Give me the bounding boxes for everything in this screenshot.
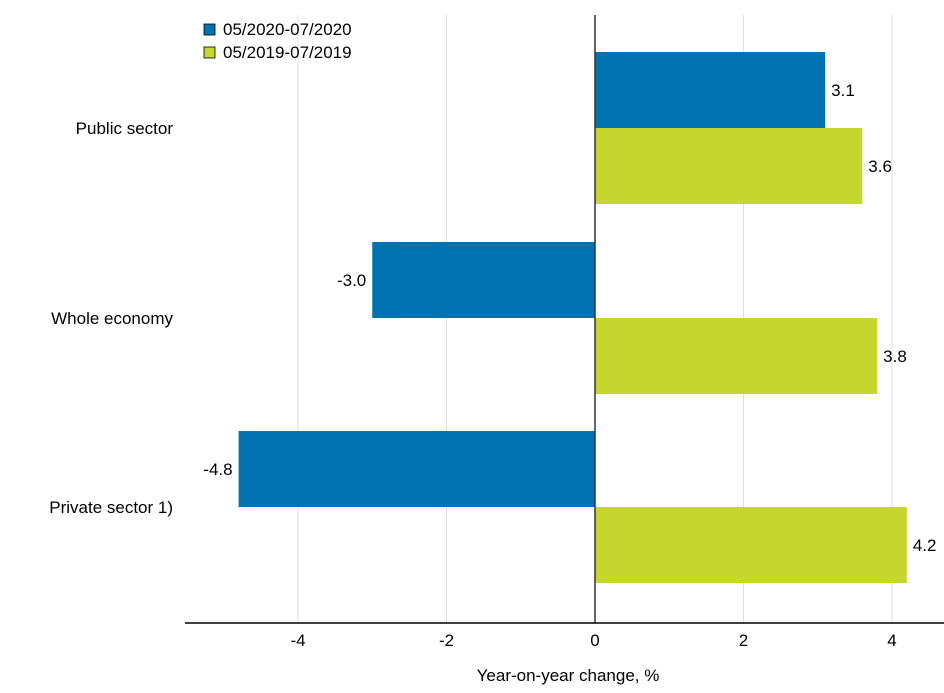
x-axis-title: Year-on-year change, % bbox=[477, 666, 660, 685]
category-label: Public sector bbox=[76, 119, 174, 138]
bar bbox=[595, 507, 907, 583]
x-tick-label: 2 bbox=[739, 631, 748, 650]
bars bbox=[238, 52, 907, 583]
bar bbox=[238, 431, 595, 507]
x-tick-label: -2 bbox=[439, 631, 454, 650]
axes: -4 -2 0 2 4 bbox=[185, 15, 944, 650]
x-tick-label: -4 bbox=[290, 631, 305, 650]
category-label: Private sector 1) bbox=[49, 498, 173, 517]
legend-label: 05/2019-07/2019 bbox=[223, 43, 352, 62]
bar bbox=[595, 128, 863, 204]
data-label: 4.2 bbox=[913, 536, 937, 555]
legend-swatch bbox=[203, 23, 216, 36]
bar bbox=[372, 242, 595, 318]
data-label: -4.8 bbox=[203, 460, 232, 479]
category-label: Whole economy bbox=[51, 309, 173, 328]
legend-label: 05/2020-07/2020 bbox=[223, 20, 352, 39]
bar bbox=[595, 318, 878, 394]
x-tick-label: 4 bbox=[887, 631, 896, 650]
labels: 3.1 -3.0 -4.8 3.6 3.8 4.2 Public sector Whole e… bbox=[49, 81, 936, 555]
data-label: 3.1 bbox=[831, 81, 855, 100]
data-label: -3.0 bbox=[337, 271, 366, 290]
x-tick-label: 0 bbox=[590, 631, 599, 650]
legend-swatch bbox=[203, 46, 216, 59]
data-label: 3.6 bbox=[868, 157, 892, 176]
legend: 05/2020-07/2020 05/2019-07/2019 bbox=[203, 20, 352, 62]
bar bbox=[595, 52, 826, 128]
data-label: 3.8 bbox=[883, 347, 907, 366]
